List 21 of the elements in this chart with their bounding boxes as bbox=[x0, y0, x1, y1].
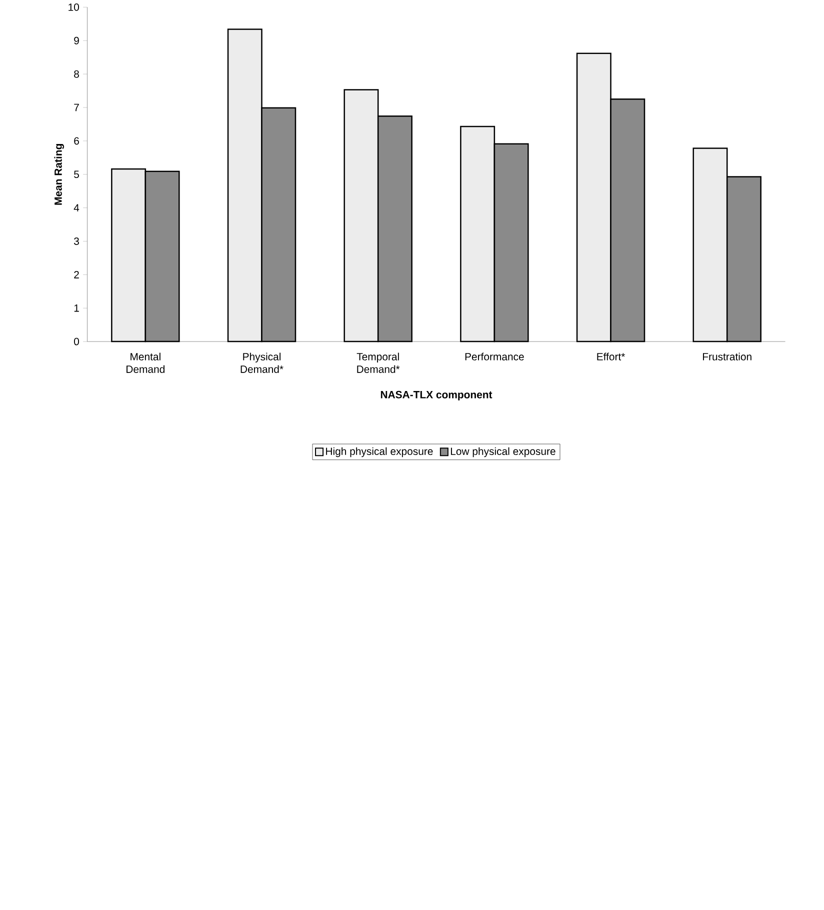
x-tick-label: Frustration bbox=[702, 352, 752, 360]
x-axis-title: NASA-TLX component bbox=[380, 390, 492, 400]
y-tick-label: 1 bbox=[74, 304, 79, 312]
y-tick-label: 0 bbox=[74, 338, 79, 346]
x-tick-label: Mental Demand bbox=[126, 352, 164, 373]
x-tick-label: Effort* bbox=[597, 352, 625, 360]
y-tick-label: 3 bbox=[74, 238, 79, 245]
y-tick-label: 2 bbox=[74, 271, 79, 278]
x-tick-label: Temporal Demand* bbox=[356, 352, 400, 373]
legend-label: Low physical exposure bbox=[450, 447, 556, 458]
y-tick-label: 6 bbox=[74, 137, 79, 145]
y-tick-label: 5 bbox=[74, 170, 79, 178]
y-tick-label: 10 bbox=[68, 3, 79, 11]
x-tick-label: Physical Demand* bbox=[240, 352, 284, 373]
y-tick-label: 7 bbox=[74, 104, 79, 112]
y-tick-label: 8 bbox=[74, 70, 79, 78]
y-axis-title: Mean Rating bbox=[54, 144, 64, 205]
y-tick-label: 9 bbox=[74, 36, 79, 44]
y-tick-label: 4 bbox=[74, 204, 79, 212]
legend-label: High physical exposure bbox=[326, 447, 433, 458]
x-tick-label: Performance bbox=[465, 352, 524, 360]
